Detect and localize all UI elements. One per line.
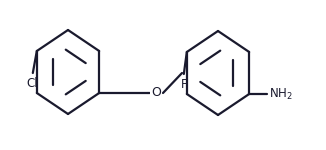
Text: Cl: Cl	[26, 77, 37, 90]
Text: F: F	[181, 78, 187, 91]
Text: O: O	[151, 87, 161, 99]
Text: NH$_2$: NH$_2$	[269, 86, 293, 102]
